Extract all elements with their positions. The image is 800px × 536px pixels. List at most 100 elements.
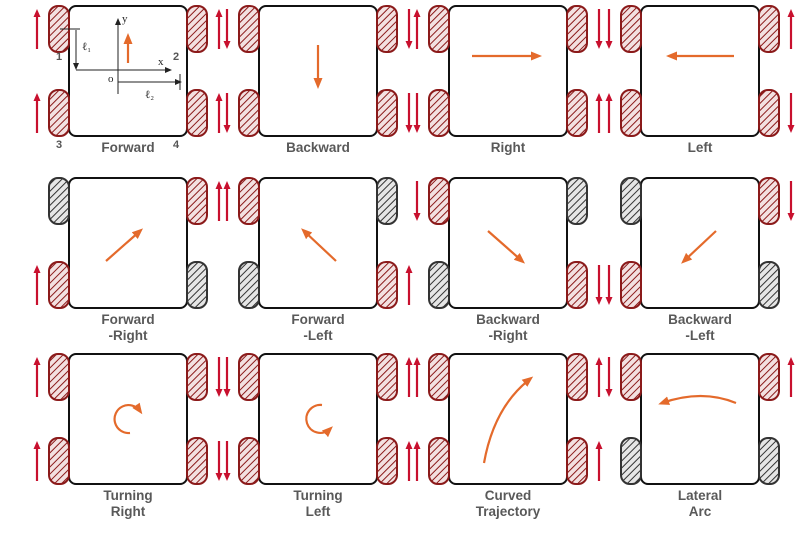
wheel-4 xyxy=(376,437,398,485)
panel-caption: Left xyxy=(688,140,713,155)
motion-arrow-curve xyxy=(482,376,534,464)
wheel-2 xyxy=(758,353,780,401)
panel-caption: Lateral xyxy=(678,488,722,503)
wheel-2 xyxy=(186,353,208,401)
chassis-body xyxy=(68,5,188,137)
wheel-2 xyxy=(376,353,398,401)
wheel-4 xyxy=(566,437,588,485)
panel-caption: Turning xyxy=(293,488,342,503)
l1-label: ℓ₁ xyxy=(82,41,91,53)
panel-7: Backward-Right xyxy=(413,177,603,343)
panel-caption: Backward xyxy=(476,312,540,327)
panel-caption: -Left xyxy=(685,328,715,343)
wheel-1 xyxy=(238,5,260,53)
wheel-3 xyxy=(48,437,70,485)
wheel-4 xyxy=(186,89,208,137)
wheel-3 xyxy=(238,89,260,137)
panel-4: Left xyxy=(605,5,795,155)
wheel-1 xyxy=(620,353,642,401)
wheel-4 xyxy=(566,89,588,137)
motion-arrow-down-right xyxy=(487,230,525,264)
panel-caption: -Right xyxy=(109,328,148,343)
wheel-1 xyxy=(238,177,260,225)
panel-caption: Arc xyxy=(689,504,712,519)
chassis-body xyxy=(640,177,760,309)
panel-caption: -Right xyxy=(489,328,528,343)
panel-caption: Forward xyxy=(101,140,154,155)
wheel-4 xyxy=(758,261,780,309)
wheel-4 xyxy=(566,261,588,309)
chassis-body xyxy=(640,353,760,485)
x-axis-label: x xyxy=(158,56,164,68)
wheel-1 xyxy=(428,5,450,53)
chassis-body xyxy=(448,353,568,485)
wheel-3 xyxy=(428,437,450,485)
wheel-4 xyxy=(758,437,780,485)
y-axis-label: y xyxy=(122,13,128,25)
wheel-4 xyxy=(376,261,398,309)
wheel-1 xyxy=(620,177,642,225)
wheel-3 xyxy=(428,261,450,309)
motion-arrow-up-left xyxy=(301,228,337,262)
panel-caption: Right xyxy=(491,140,526,155)
panel-caption: Left xyxy=(306,504,331,519)
wheel-2 xyxy=(758,177,780,225)
panel-2: Backward xyxy=(223,5,413,155)
wheel-2 xyxy=(566,5,588,53)
wheel-2 xyxy=(186,177,208,225)
wheel-number-3: 3 xyxy=(56,139,62,151)
wheel-4 xyxy=(758,89,780,137)
wheel-3 xyxy=(620,89,642,137)
panel-1: Forward xyxy=(33,5,223,155)
wheel-1 xyxy=(48,177,70,225)
motion-arrow-up-right xyxy=(105,228,143,262)
panel-caption: Turning xyxy=(103,488,152,503)
wheel-1 xyxy=(620,5,642,53)
l2-label: ℓ₂ xyxy=(145,89,154,101)
wheel-1 xyxy=(238,353,260,401)
panel-caption: Forward xyxy=(101,312,154,327)
panels-layer: Forward Backward Right LeftForward-RightFor… xyxy=(33,5,795,519)
wheel-3 xyxy=(48,261,70,309)
wheel-3 xyxy=(238,261,260,309)
wheel-3 xyxy=(620,261,642,309)
panel-caption: Curved xyxy=(485,488,532,503)
chassis-body xyxy=(640,5,760,137)
wheel-3 xyxy=(620,437,642,485)
wheel-2 xyxy=(376,177,398,225)
wheel-4 xyxy=(376,89,398,137)
wheel-3 xyxy=(428,89,450,137)
panel-caption: Forward xyxy=(291,312,344,327)
wheel-4 xyxy=(186,437,208,485)
chassis-body xyxy=(68,353,188,485)
wheel-2 xyxy=(566,177,588,225)
wheel-2 xyxy=(566,353,588,401)
chassis-body xyxy=(448,177,568,309)
panel-caption: Backward xyxy=(668,312,732,327)
wheel-3 xyxy=(238,437,260,485)
wheel-number-4: 4 xyxy=(173,139,180,151)
wheel-number-2: 2 xyxy=(173,51,179,63)
motion-arrow-turn-right xyxy=(113,402,143,435)
panel-8: Backward-Left xyxy=(605,177,795,343)
wheel-2 xyxy=(186,5,208,53)
panel-caption: Backward xyxy=(286,140,350,155)
wheel-2 xyxy=(758,5,780,53)
panel-caption: Right xyxy=(111,504,146,519)
motion-arrow-turn-left xyxy=(305,403,333,438)
panel-5: Forward-Right xyxy=(33,177,223,343)
chassis-body xyxy=(448,5,568,137)
chassis-body xyxy=(258,353,378,485)
panel-caption: Trajectory xyxy=(476,504,541,519)
motion-arrow-down-left xyxy=(681,230,717,264)
wheel-3 xyxy=(48,89,70,137)
wheel-number-1: 1 xyxy=(56,51,62,63)
panel-6: Forward-Left xyxy=(223,177,413,343)
wheel-2 xyxy=(376,5,398,53)
panel-caption: -Left xyxy=(303,328,333,343)
